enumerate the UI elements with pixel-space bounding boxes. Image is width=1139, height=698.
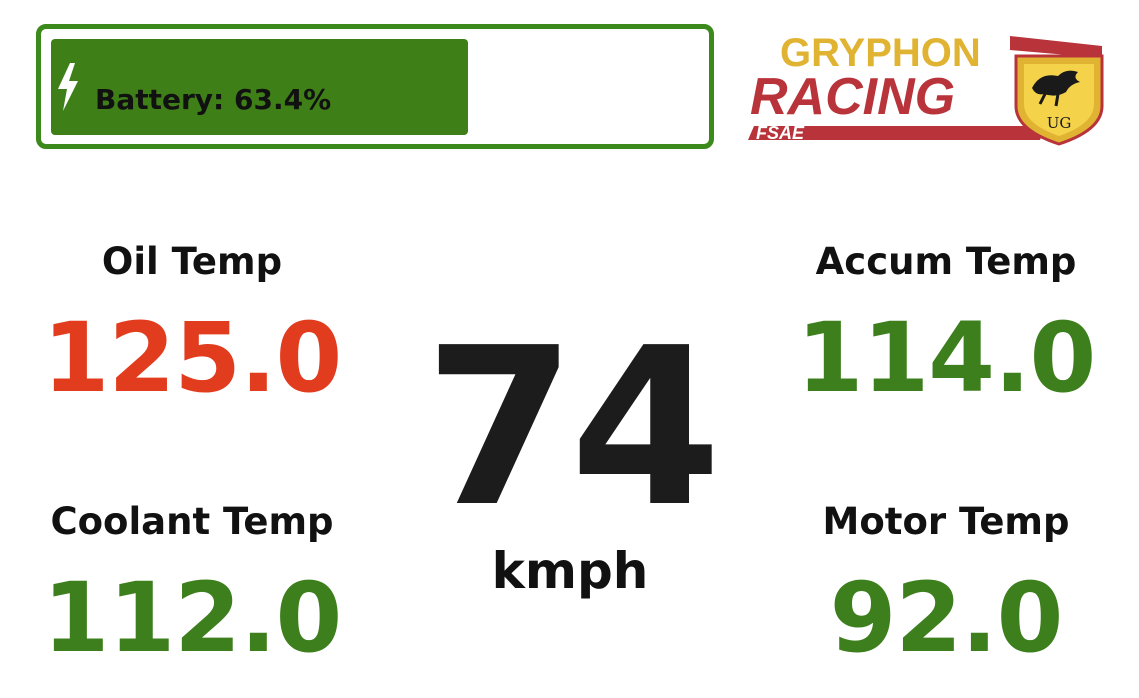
coolant-temp-value: 112.0 xyxy=(42,562,343,674)
logo-line2: RACING xyxy=(750,68,955,126)
speed-value: 74 xyxy=(424,302,721,555)
logo-line3: FSAE xyxy=(756,123,805,143)
speedometer: 74 kmph xyxy=(400,302,740,600)
oil-temp-value: 125.0 xyxy=(42,302,343,414)
motor-temp-label: Motor Temp xyxy=(822,500,1070,543)
battery-indicator: Battery: 63.4% xyxy=(36,24,714,149)
lightning-bolt-icon xyxy=(55,61,81,113)
oil-temp-label: Oil Temp xyxy=(101,240,283,283)
battery-level-bar xyxy=(51,39,468,135)
logo-shield-text: UG xyxy=(1047,114,1072,132)
accum-temp-value: 114.0 xyxy=(796,302,1097,414)
accum-temp-label: Accum Temp xyxy=(815,240,1077,283)
motor-temp-value: 92.0 xyxy=(829,562,1064,674)
logo-line1: GRYPHON xyxy=(780,31,981,75)
oil-temp-gauge: Oil Temp 125.0 xyxy=(32,243,352,406)
battery-content: Battery: 63.4% xyxy=(55,39,331,135)
coolant-temp-label: Coolant Temp xyxy=(50,500,334,543)
motor-temp-gauge: Motor Temp 92.0 xyxy=(786,503,1106,666)
gryphon-racing-logo: UG GRYPHON RACING FSAE xyxy=(740,28,1105,146)
speed-unit: kmph xyxy=(491,542,649,600)
battery-label: Battery: 63.4% xyxy=(95,82,332,116)
coolant-temp-gauge: Coolant Temp 112.0 xyxy=(32,503,352,666)
accum-temp-gauge: Accum Temp 114.0 xyxy=(786,243,1106,406)
